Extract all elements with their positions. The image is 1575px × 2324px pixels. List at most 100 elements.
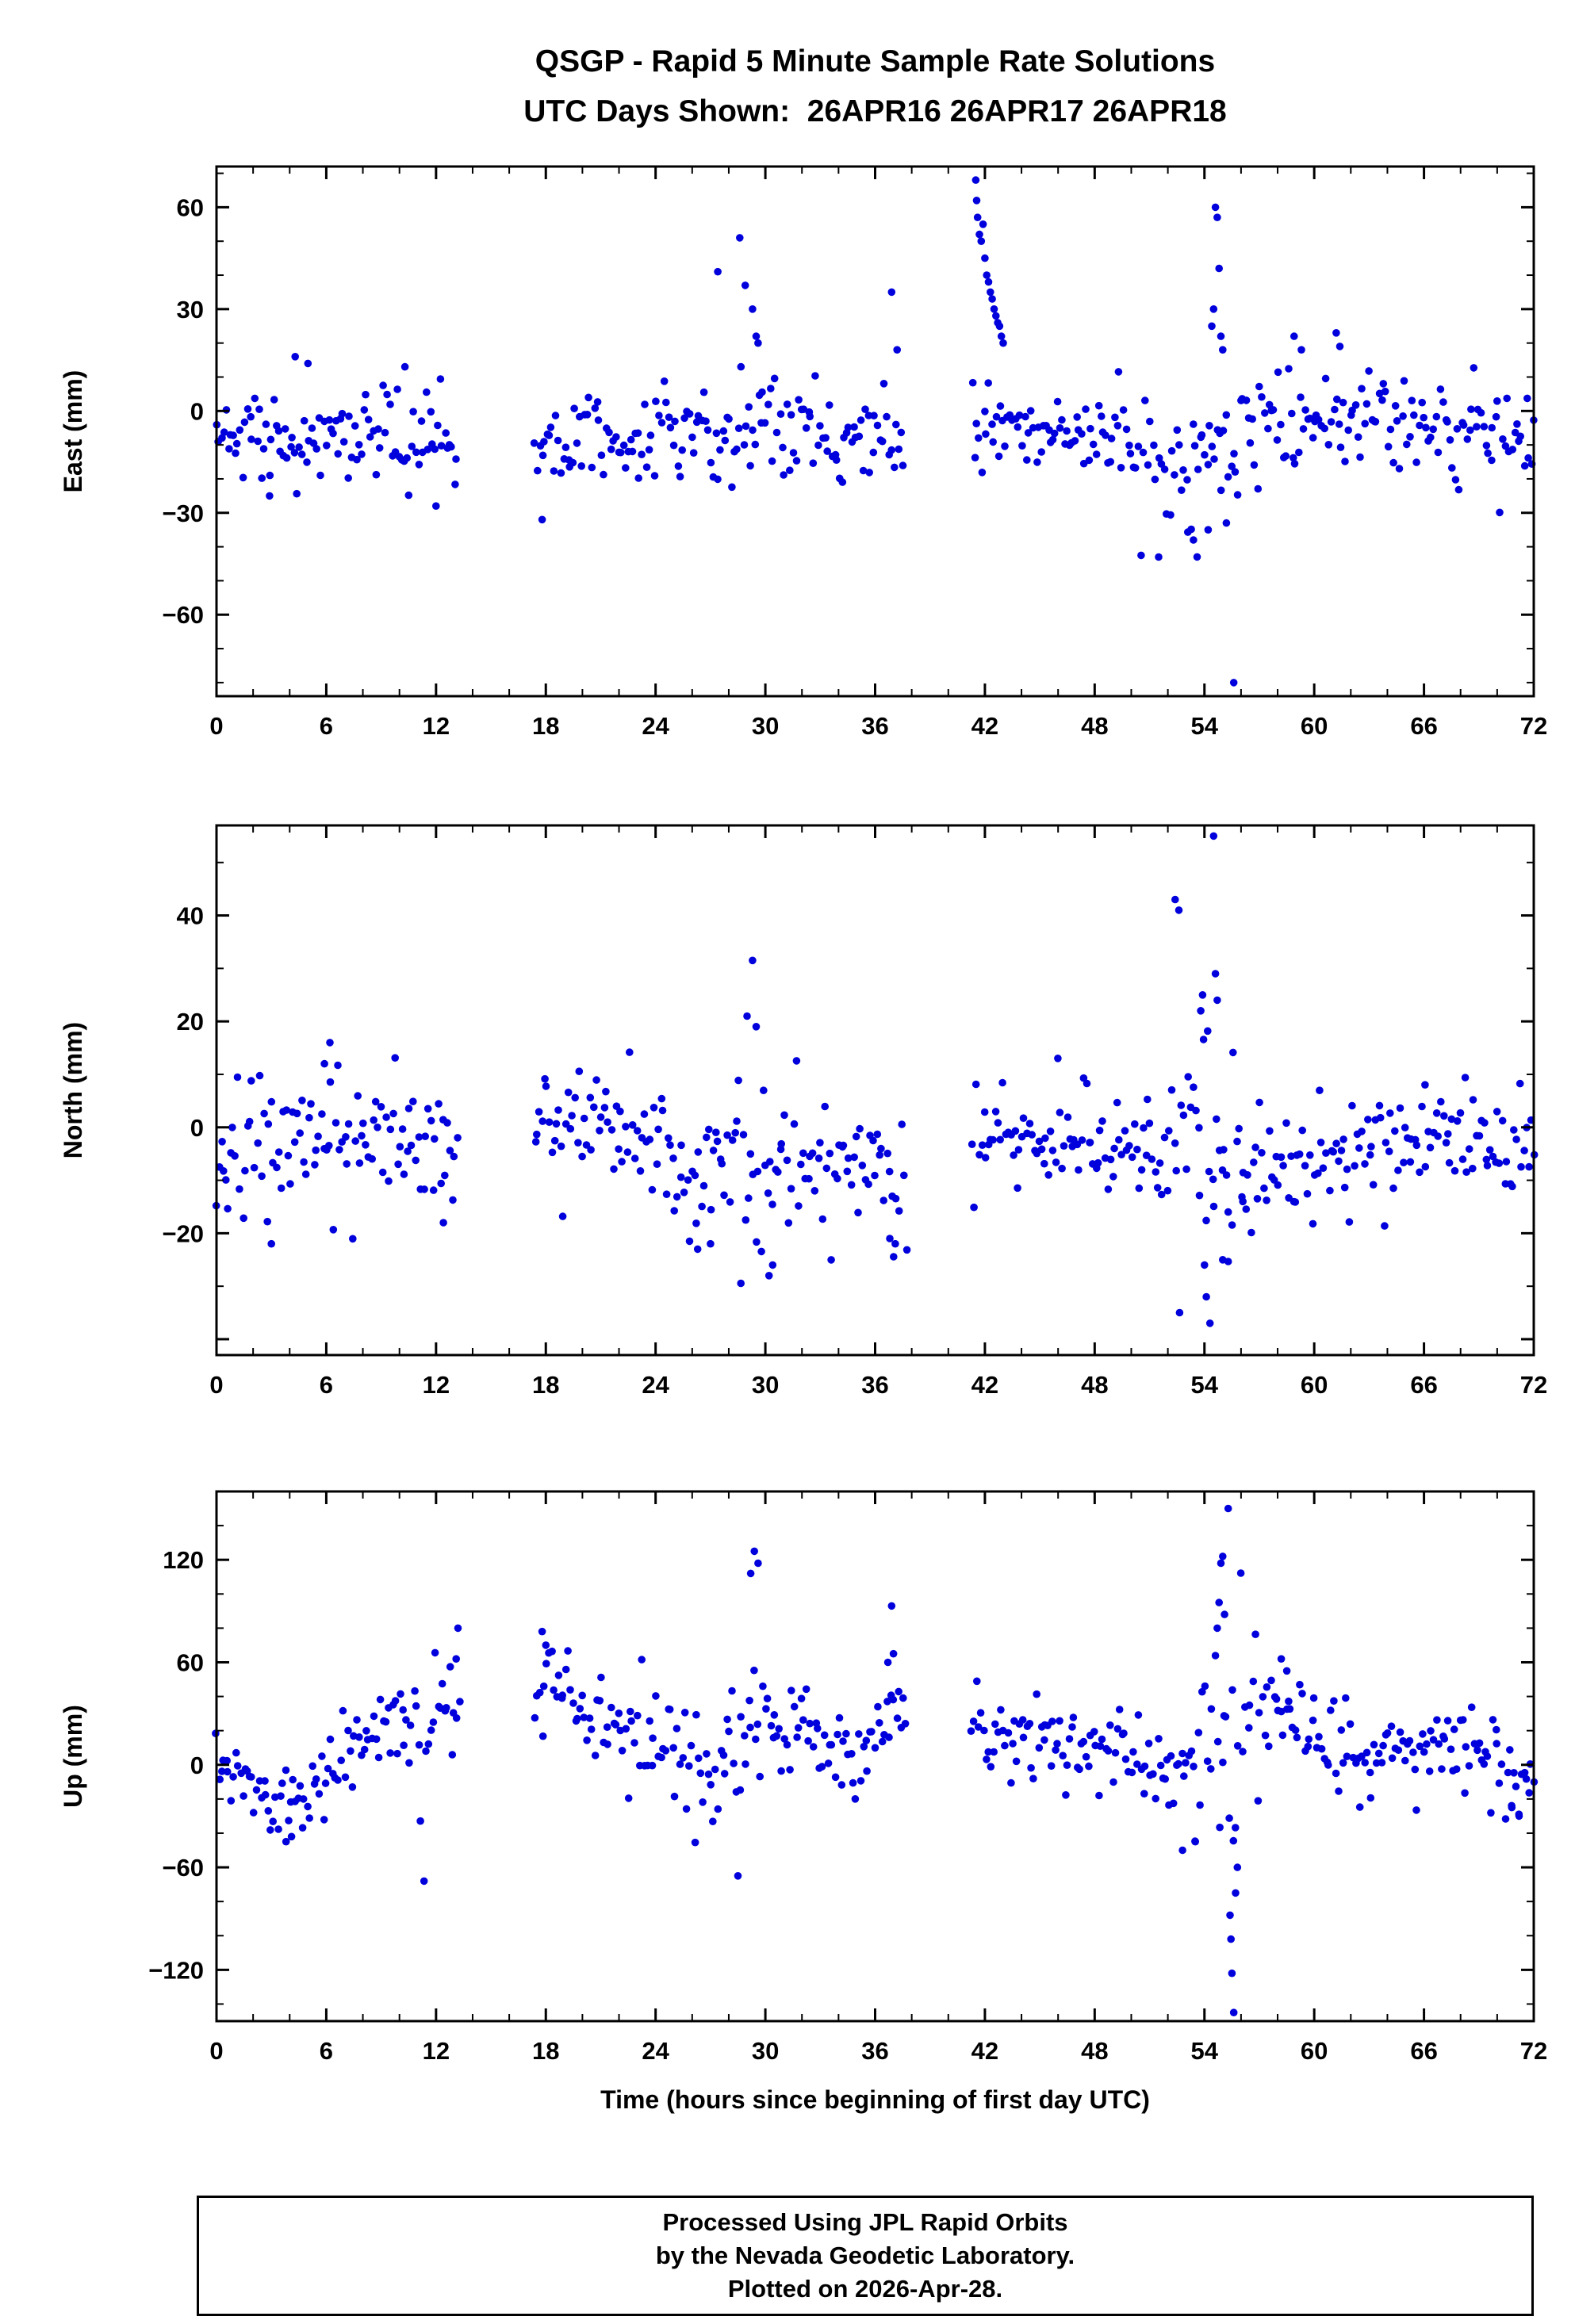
data-point [561,1120,570,1128]
data-point [554,1106,562,1114]
data-point [1085,1762,1093,1771]
data-point [1391,1127,1399,1135]
data-point [707,1781,715,1789]
data-point [1462,1168,1470,1176]
data-point [1452,1765,1461,1773]
data-point [604,1740,611,1748]
up-panel: 0 6 12 18 24 30 36 42 48 54 60 66 72 120 60 0 −60 −120 Up … [59,1490,1547,2065]
data-point [814,441,822,450]
data-point [1233,1137,1241,1146]
outlier-point [542,1641,550,1649]
data-point [1106,458,1115,466]
data-point [1396,1104,1404,1112]
data-point [726,1198,734,1206]
data-point [646,1717,653,1725]
footer-line-2: by the Nevada Geodetic Laboratory. [655,2242,1075,2269]
data-point [770,1711,779,1719]
data-point [804,1736,812,1745]
data-point [442,429,450,437]
data-point [1175,441,1183,449]
data-point [1508,1182,1516,1191]
data-point [251,394,259,403]
data-point [827,1740,836,1749]
data-point [968,1140,976,1148]
data-point [431,1135,439,1143]
data-point [531,1713,539,1722]
data-point [1416,1168,1424,1177]
data-point [1440,1112,1448,1120]
outlier-point [432,502,440,510]
data-point [826,1149,834,1158]
outlier-point [1209,832,1218,840]
data-point [1296,1680,1304,1689]
data-point [725,415,733,423]
data-point [1291,1198,1300,1206]
data-point [1259,1693,1267,1701]
data-point [435,1100,443,1108]
data-point [247,435,255,443]
data-point [554,436,562,445]
data-point [662,1190,671,1198]
data-point [1465,1145,1473,1153]
data-point [1463,435,1472,443]
data-point [415,1133,423,1141]
data-point [1201,1682,1209,1690]
data-point [1048,1717,1056,1725]
data-point [273,1163,281,1172]
data-point [534,466,542,475]
data-point [1153,1184,1162,1192]
data-point [1459,1716,1467,1724]
data-point [1167,1085,1176,1094]
data-point [223,1756,232,1765]
data-point [734,1076,742,1085]
data-point [1309,434,1317,442]
data-point [551,412,560,419]
data-point [1343,1165,1351,1173]
data-point [585,1714,594,1722]
data-point [1255,1098,1263,1107]
data-point [386,400,394,408]
footer-box: Processed Using JPL Rapid Orbits by the … [197,2196,1534,2316]
data-point [586,1093,595,1102]
data-point [1516,432,1524,441]
data-point [1461,1789,1469,1798]
outlier-point [891,1239,899,1248]
data-point [1355,1803,1364,1811]
data-point [1209,1175,1217,1184]
data-point [232,449,240,458]
data-point [1205,1167,1213,1176]
data-point [652,397,660,406]
data-point [602,1087,610,1096]
data-point [558,1691,566,1699]
data-point [753,1167,762,1176]
data-point [1295,448,1303,457]
data-point [709,1817,717,1825]
data-point [787,1185,795,1193]
data-point [1410,411,1418,419]
data-point [987,1763,995,1771]
data-point [822,1164,831,1173]
data-point [411,1687,419,1695]
data-point [703,1133,711,1142]
data-point [1274,1181,1282,1189]
outlier-point [988,295,996,303]
data-point [1269,406,1278,414]
data-point [839,1737,847,1745]
data-point [799,1716,807,1724]
data-point [1089,440,1098,449]
east-x-tick-label: 48 [1081,712,1108,740]
data-point [1244,1171,1251,1179]
north-x-tick-label: 54 [1191,1371,1219,1399]
data-point [780,1111,788,1120]
data-point [742,1216,750,1224]
data-point [1342,1694,1350,1702]
data-point [1465,1762,1473,1770]
data-point [1094,401,1103,410]
data-point [981,1154,990,1162]
data-point [400,1170,408,1178]
data-point [423,1105,432,1113]
data-point [1249,1677,1258,1686]
outlier-point [1233,1863,1242,1871]
data-point [1396,1728,1404,1736]
north-frame [215,824,1535,1357]
